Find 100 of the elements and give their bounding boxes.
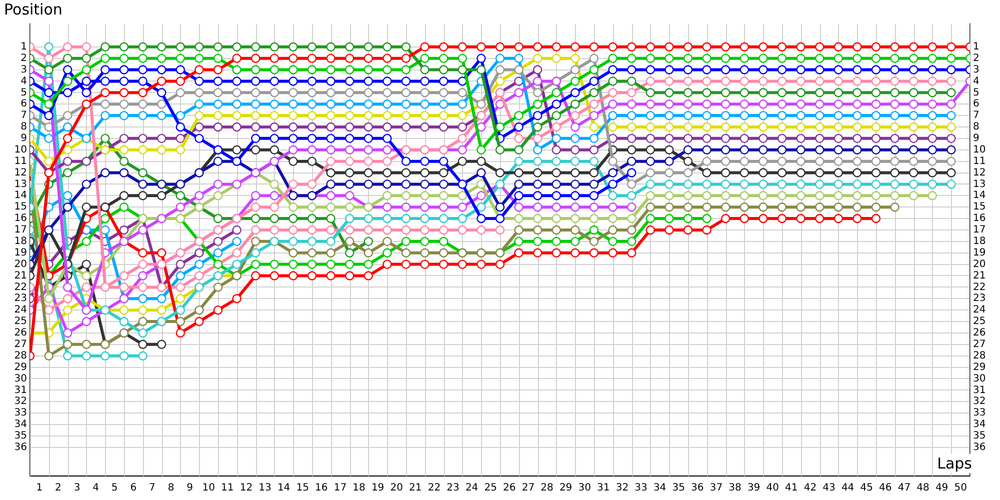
point — [382, 65, 392, 74]
point — [570, 191, 580, 200]
y2-tick-label: 13 — [973, 178, 986, 190]
point — [232, 236, 242, 246]
point — [364, 65, 373, 74]
point — [213, 76, 223, 86]
x-tick-label: 13 — [258, 482, 272, 494]
point — [852, 76, 862, 86]
point — [796, 122, 806, 132]
point — [420, 202, 430, 212]
point — [552, 180, 561, 189]
point — [683, 191, 693, 200]
y2-tick-label: 5 — [973, 87, 980, 98]
point — [627, 42, 636, 52]
point — [157, 305, 166, 315]
point — [458, 100, 467, 109]
point — [928, 134, 937, 144]
point — [608, 180, 618, 189]
point — [589, 180, 599, 189]
point — [345, 225, 354, 235]
point — [552, 54, 561, 63]
point — [890, 191, 900, 200]
point — [946, 54, 956, 63]
point — [740, 156, 749, 166]
y2-tick-label: 22 — [973, 282, 986, 293]
point — [270, 180, 279, 189]
point — [119, 191, 129, 200]
point — [702, 168, 712, 178]
point — [533, 156, 542, 166]
point — [664, 65, 674, 74]
y-tick-label: 7 — [20, 110, 27, 122]
x-tick-label: 2 — [55, 482, 62, 494]
point — [627, 236, 636, 246]
point — [100, 54, 110, 63]
point — [213, 305, 223, 315]
point — [928, 42, 937, 52]
point — [608, 214, 618, 224]
point — [364, 248, 373, 258]
point — [82, 316, 91, 326]
point — [702, 42, 712, 52]
point — [796, 180, 806, 189]
point — [608, 122, 618, 132]
point — [439, 54, 448, 63]
point — [82, 65, 91, 74]
point — [364, 260, 373, 269]
point — [364, 180, 373, 189]
point — [364, 54, 373, 63]
point — [270, 122, 279, 132]
point — [664, 225, 674, 235]
point — [138, 328, 148, 338]
point — [119, 305, 129, 315]
point — [777, 145, 787, 154]
point — [232, 294, 242, 304]
point — [213, 191, 223, 200]
point — [364, 100, 373, 109]
point — [345, 156, 354, 166]
y2-tick-label: 25 — [973, 316, 986, 328]
point — [251, 145, 260, 154]
point — [382, 236, 392, 246]
point — [646, 76, 655, 86]
point — [815, 180, 824, 189]
point — [63, 168, 72, 178]
point — [946, 180, 956, 189]
point — [664, 134, 674, 144]
point — [871, 110, 881, 120]
point — [439, 202, 448, 212]
point — [495, 168, 505, 178]
point — [777, 100, 787, 109]
point — [439, 88, 448, 98]
point — [401, 76, 411, 86]
point — [364, 145, 373, 154]
point — [119, 145, 129, 154]
point — [909, 145, 918, 154]
point — [608, 76, 618, 86]
point — [608, 156, 618, 166]
x-tick-label: 47 — [898, 482, 911, 494]
point — [476, 145, 486, 154]
point — [758, 54, 768, 63]
point — [213, 248, 223, 258]
point — [138, 340, 148, 350]
point — [176, 271, 185, 280]
x-tick-label: 38 — [728, 482, 742, 494]
point — [138, 88, 148, 98]
point — [288, 54, 298, 63]
point — [758, 145, 768, 154]
point — [721, 214, 730, 224]
point — [420, 156, 430, 166]
point — [758, 168, 768, 178]
point — [364, 156, 373, 166]
point — [514, 236, 524, 246]
point — [345, 145, 354, 154]
y-axis-title: Position — [4, 0, 62, 18]
point — [420, 191, 430, 200]
point — [608, 88, 618, 98]
point — [852, 110, 862, 120]
point — [439, 65, 448, 74]
point — [514, 191, 524, 200]
point — [345, 42, 354, 52]
point — [796, 88, 806, 98]
point — [476, 42, 486, 52]
